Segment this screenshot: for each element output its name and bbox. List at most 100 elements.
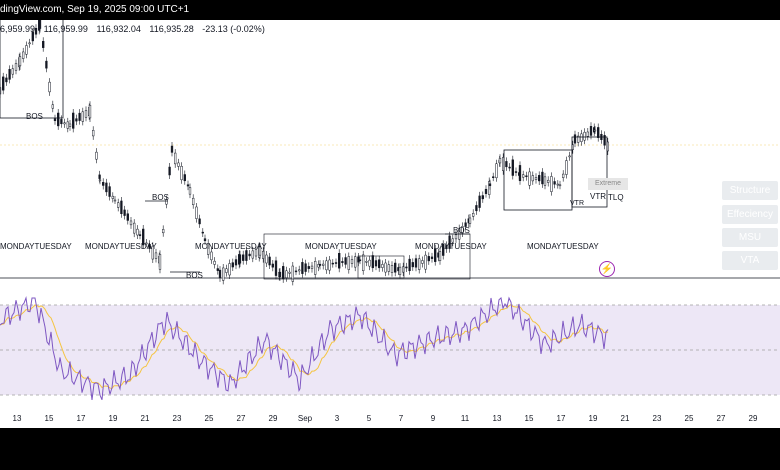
candle-body — [481, 195, 484, 200]
bos-label: BOS — [152, 193, 169, 202]
candle-body — [421, 260, 424, 264]
time-axis-tick: 13 — [12, 414, 22, 423]
candle-body — [384, 262, 387, 273]
time-axis-tick: 3 — [334, 414, 340, 423]
time-axis-tick: 13 — [492, 414, 502, 423]
candle-body — [518, 165, 522, 182]
time-axis-tick: 25 — [204, 414, 214, 423]
candle-body — [102, 182, 105, 186]
candle-body — [434, 248, 437, 262]
candle-body — [488, 183, 492, 186]
candle-body — [464, 222, 467, 227]
lightning-icon[interactable]: ⚡ — [599, 261, 615, 277]
structure-button[interactable]: Structure — [722, 181, 778, 200]
day-label: MONDAYTUESDAY — [195, 242, 267, 251]
time-axis-tick: 19 — [588, 414, 598, 423]
time-axis-tick: 29 — [268, 414, 278, 423]
candle-body — [210, 251, 213, 261]
candle-body — [111, 195, 114, 199]
candle-body — [291, 265, 294, 282]
candle-body — [344, 257, 347, 265]
day-label: MONDAYTUESDAY — [0, 242, 72, 251]
candle-body — [216, 268, 219, 271]
candle-body — [42, 40, 45, 48]
candle-body — [454, 234, 458, 240]
candle-body — [251, 250, 254, 259]
candle-body — [374, 260, 378, 267]
rsi-line — [0, 296, 609, 400]
candle-body — [254, 249, 258, 257]
time-axis-tick: 27 — [716, 414, 726, 423]
candle-body — [11, 68, 14, 75]
candle-body — [222, 267, 225, 281]
candle-body — [180, 166, 183, 181]
bos-label: BOS — [26, 112, 43, 121]
candle-body — [72, 112, 75, 129]
candle-body — [0, 87, 2, 95]
time-axis-tick: 7 — [398, 414, 404, 423]
ohlc-open: 6,959.99 — [0, 24, 36, 34]
candle-body — [408, 258, 411, 272]
vta-button[interactable]: VTA — [722, 251, 778, 270]
chart-canvas[interactable] — [0, 20, 780, 410]
candle-body — [475, 205, 478, 212]
candle-body — [310, 265, 314, 269]
candle-body — [325, 260, 328, 271]
candle-body — [192, 197, 195, 206]
candle-body — [213, 260, 216, 265]
candle-body — [411, 262, 414, 268]
extreme-zone-label: Extreme — [588, 178, 628, 190]
candle-body — [28, 42, 31, 45]
candle-body — [133, 222, 136, 234]
candle-body — [271, 263, 274, 268]
candle-body — [350, 259, 354, 264]
candle-body — [268, 256, 271, 266]
time-axis-tick: 17 — [556, 414, 566, 423]
candle-body — [371, 255, 374, 269]
candle-body — [201, 231, 204, 234]
candle-body — [543, 176, 547, 186]
candle-body — [274, 260, 278, 276]
time-axis-tick: 17 — [76, 414, 86, 423]
candle-body — [538, 175, 541, 182]
time-axis-tick: 21 — [140, 414, 150, 423]
candle-body — [84, 110, 88, 118]
time-axis-tick: 29 — [748, 414, 758, 423]
candle-body — [51, 104, 54, 109]
candle-body — [583, 131, 586, 141]
candle-body — [398, 266, 402, 276]
candle-body — [331, 262, 334, 265]
candle-body — [511, 159, 514, 176]
candle-body — [136, 228, 139, 236]
time-axis-tick: 11 — [460, 414, 470, 423]
time-axis-tick: Sep — [297, 414, 313, 423]
candle-body — [514, 171, 518, 173]
candle-body — [68, 123, 72, 127]
candle-body — [18, 56, 22, 67]
candle-body — [158, 254, 162, 270]
candle-body — [586, 131, 589, 137]
efficiency-button[interactable]: Effeciency — [722, 205, 778, 224]
candle-body — [568, 155, 571, 158]
candle-body — [228, 263, 231, 276]
candle-body — [427, 256, 430, 262]
candle-body — [288, 271, 291, 274]
time-axis[interactable]: 13 15 17 19 21 23 25 27 29 Sep 3 5 7 9 11 13 15 17 19 21 23 2… — [0, 410, 780, 428]
candle-body — [60, 119, 63, 125]
candle-body — [468, 217, 472, 224]
candle-body — [531, 175, 534, 182]
candle-body — [562, 173, 565, 178]
candle-body — [108, 186, 111, 197]
candle-body — [580, 133, 583, 142]
candle-body — [218, 269, 222, 279]
tlq-label: TLQ — [608, 193, 624, 202]
candle-body — [597, 127, 600, 138]
top-bar: dingView.com, Sep 19, 2025 09:00 UTC+1 — [0, 0, 780, 20]
candle-body — [550, 176, 553, 192]
msu-button[interactable]: MSU — [722, 228, 778, 247]
candle-body — [522, 174, 525, 178]
vtr-label: VTR — [590, 192, 606, 201]
candle-body — [301, 262, 304, 274]
candle-body — [478, 195, 481, 208]
candle-body — [505, 161, 508, 168]
